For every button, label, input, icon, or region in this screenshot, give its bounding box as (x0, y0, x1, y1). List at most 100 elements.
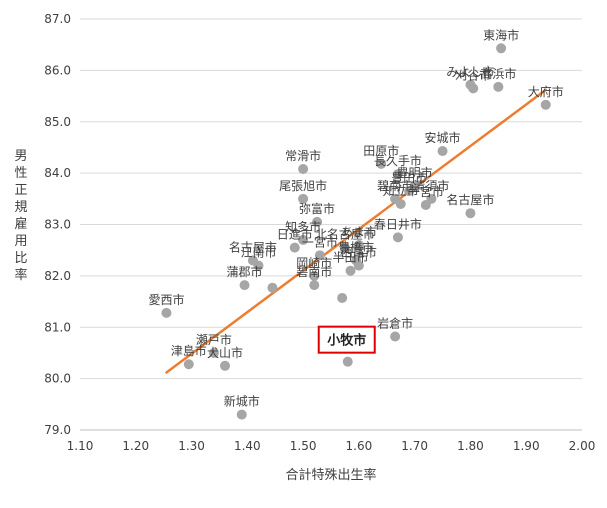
highlight-label: 小牧市 (327, 333, 366, 349)
data-point-label: 新城市 (224, 394, 260, 409)
data-point-label: 大府市 (528, 84, 564, 99)
data-point (253, 260, 264, 271)
data-point-label: 半田市 (333, 250, 369, 265)
data-point (493, 81, 504, 92)
data-point (208, 347, 219, 358)
y-tick-label: 82.0 (44, 269, 71, 283)
data-point-label: 知多市 (285, 219, 321, 234)
x-tick-label: 1.40 (234, 439, 261, 453)
data-point-label: 長久手市 (374, 153, 422, 168)
data-point-label: 名古屋市 (229, 239, 277, 254)
data-point-label: 一宮市 (302, 234, 338, 249)
data-point (404, 186, 415, 197)
y-axis-title-char: 正 (14, 183, 27, 198)
y-axis-title-char: 比 (14, 251, 27, 266)
data-point (395, 198, 406, 209)
data-point (337, 292, 348, 303)
data-point (267, 282, 278, 293)
highlight-point (342, 356, 353, 367)
data-point (236, 409, 247, 420)
data-point-label: 安城市 (425, 130, 461, 145)
data-point-label: 西尾市 (341, 245, 377, 260)
y-tick-label: 87.0 (44, 12, 71, 26)
data-point-label: あま市 (341, 224, 377, 239)
data-point-label: 北名古屋市 (315, 227, 375, 242)
x-tick-label: 1.30 (178, 439, 205, 453)
data-point (289, 242, 300, 253)
x-tick-label: 1.70 (401, 439, 428, 453)
highlight-box (317, 325, 376, 354)
x-axis-title: 合計特殊出生率 (285, 467, 376, 483)
y-tick-label: 79.0 (44, 423, 71, 437)
data-point-label: 刈谷市 (455, 67, 491, 82)
y-axis-title-char: 用 (14, 234, 27, 249)
data-point-label: 知立市 (383, 183, 419, 198)
data-point (314, 250, 325, 261)
data-point-label: 名古屋市 (446, 192, 494, 207)
data-point-label: みよし市 (446, 64, 494, 79)
y-axis-title-char: 男 (14, 149, 27, 164)
data-point (220, 360, 231, 371)
trendline-group (165, 88, 547, 374)
data-point-label: 春日井市 (374, 216, 422, 231)
y-tick-label: 86.0 (44, 63, 71, 77)
axes: 79.0 80.0 81.0 82.0 83.0 84.0 85.0 86.0 87.0 1.10… (44, 12, 595, 453)
data-points (161, 43, 551, 420)
data-point-label: 碧南市 (296, 264, 332, 279)
data-point-label: 日進市 (277, 227, 313, 242)
y-axis-title-char: 性 (14, 166, 27, 181)
x-tick-label: 1.20 (122, 439, 149, 453)
data-point (309, 270, 320, 281)
gridlines (80, 18, 582, 380)
y-tick-label: 80.0 (44, 372, 71, 386)
data-point (239, 280, 250, 291)
data-point-label: 東海市 (483, 27, 519, 42)
x-tick-label: 1.80 (457, 439, 484, 453)
data-point (465, 208, 476, 219)
data-point-label: 清須市 (413, 178, 449, 193)
data-point-label: 瀬戸市 (196, 332, 232, 347)
data-point (390, 331, 401, 342)
data-point (392, 169, 403, 180)
data-point-label: 津島市 (171, 343, 207, 358)
y-tick-label: 84.0 (44, 166, 71, 180)
data-point (468, 83, 479, 94)
y-tick-label: 85.0 (44, 115, 71, 129)
data-point-label: 豊橋市 (338, 239, 374, 254)
data-point-label: 犬山市 (207, 345, 243, 360)
data-point (298, 234, 309, 245)
trendline (165, 88, 547, 374)
data-point-label: 江南市 (240, 245, 276, 260)
y-axis-title-char: 規 (14, 200, 27, 215)
data-point-label: 豊明市 (397, 165, 433, 180)
y-tick-label: 81.0 (44, 320, 71, 334)
data-point (312, 216, 323, 227)
x-tick-label: 1.10 (67, 439, 94, 453)
data-point (392, 232, 403, 243)
data-point-label: 高浜市 (480, 66, 516, 81)
data-point (309, 280, 320, 291)
y-axis-title-char: 率 (14, 267, 27, 283)
y-axis-title: 男性正規雇用比率 (14, 149, 27, 283)
data-point-label: 岡崎市 (296, 255, 332, 270)
data-point-label: 碧南市 (377, 178, 413, 193)
x-tick-label: 1.60 (346, 439, 373, 453)
data-point (353, 240, 364, 251)
data-point-label: 愛西市 (148, 292, 184, 307)
data-point (183, 359, 194, 370)
x-tick-label: 2.00 (569, 439, 596, 453)
highlight-group: 小牧市 (317, 325, 376, 354)
data-point-label: 蒲郡市 (227, 264, 263, 279)
y-tick-label: 83.0 (44, 218, 71, 232)
data-point-label: 弥富市 (299, 201, 335, 216)
data-point (376, 158, 387, 169)
data-point-label: 岩倉市 (377, 315, 413, 330)
data-point-label: 田原市 (363, 143, 399, 158)
data-point-label: 豊田市 (391, 170, 427, 185)
data-point-label: 一宮市 (408, 184, 444, 199)
data-point (345, 265, 356, 276)
data-point (420, 199, 431, 210)
y-axis-title-char: 雇 (14, 216, 27, 232)
